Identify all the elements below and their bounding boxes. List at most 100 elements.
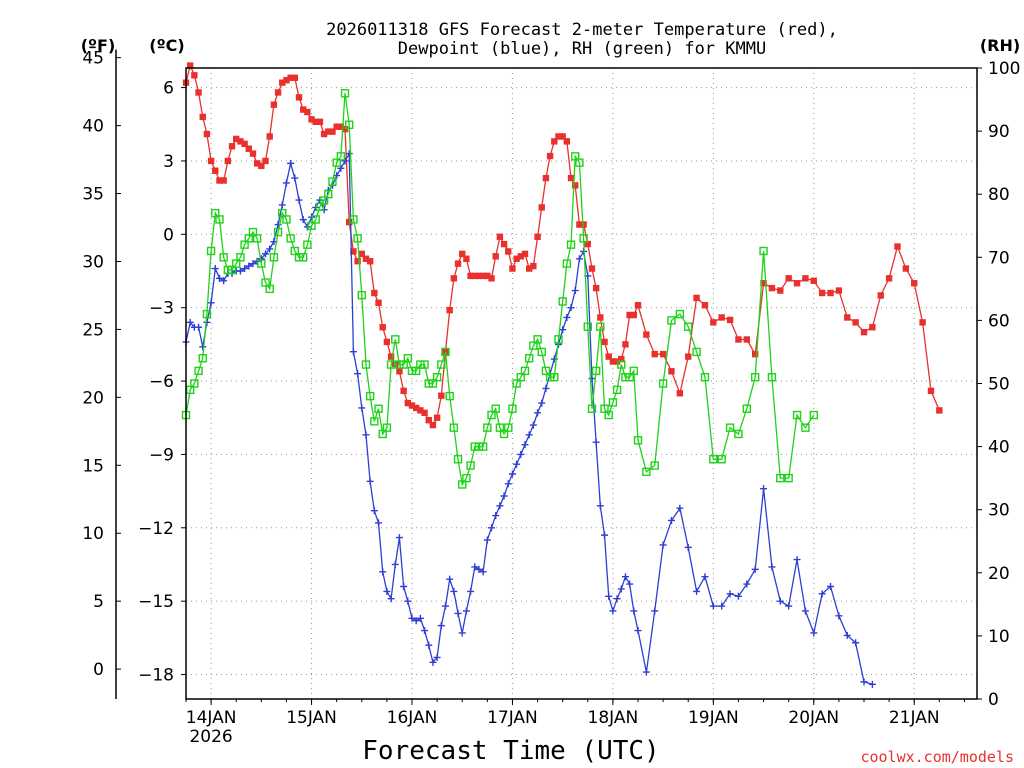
dewpoint-point [776, 597, 784, 605]
dewpoint-point [513, 460, 521, 468]
fahrenheit-tick-label: 30 [82, 252, 104, 272]
dewpoint-point [195, 323, 203, 331]
rh-point [784, 473, 793, 483]
dewpoint-point [827, 582, 835, 590]
temperature-point [224, 157, 232, 165]
temperature-point [484, 272, 491, 280]
dewpoint-point [521, 441, 529, 449]
dewpoint-point [425, 641, 433, 649]
temperature-point [894, 243, 901, 250]
temperature-point [676, 390, 684, 397]
temperature-point [375, 299, 382, 306]
temperature-point [467, 272, 474, 280]
dewpoint-point [567, 304, 575, 312]
rh-point [340, 89, 350, 98]
dewpoint-point [667, 516, 675, 524]
temperature-point [287, 74, 294, 81]
temperature-point [379, 324, 386, 331]
dewpoint-point [241, 265, 249, 273]
rh-point [629, 366, 639, 376]
temperature-point [609, 358, 617, 365]
dewpoint-point [868, 680, 876, 688]
fahrenheit-tick-label: 15 [82, 456, 104, 476]
temperature-point [454, 260, 462, 267]
dewpoint-point [262, 250, 270, 258]
rh-point [449, 423, 459, 432]
rh-tick-label: 70 [988, 248, 1010, 268]
rh-point [717, 455, 726, 464]
dewpoint-point [588, 375, 596, 383]
temperature-point [320, 130, 328, 138]
celsius-tick-label: −6 [149, 372, 174, 392]
dewpoint-point [404, 597, 412, 605]
x-tick-label: 20JAN [788, 708, 839, 728]
temperature-point [421, 409, 428, 417]
temperature-point [396, 368, 403, 375]
dewpoint-point [467, 587, 475, 595]
series-temperature [182, 62, 943, 429]
rh-point [336, 152, 346, 161]
fahrenheit-tick-label: 45 [82, 49, 104, 69]
rh-point [202, 309, 212, 319]
dewpoint-point [575, 255, 583, 263]
rh-point [365, 391, 375, 401]
temperature-point [316, 118, 324, 126]
rh-tick-label: 90 [988, 122, 1010, 142]
dewpoint-point [287, 159, 295, 167]
temperature-point [726, 316, 734, 324]
rh-unit-label: (RH) [980, 36, 1020, 55]
x-tick-label: 17JAN [487, 708, 538, 728]
rh-point [257, 259, 266, 268]
rh-point [382, 423, 392, 432]
temperature-point [542, 174, 550, 182]
temperature-point [902, 265, 910, 272]
temperature-point [643, 331, 650, 338]
rh-tick-label: 30 [988, 501, 1010, 521]
temperature-point [295, 94, 303, 101]
temperature-point [350, 248, 357, 255]
temperature-point [412, 404, 420, 412]
dewpoint-point [299, 216, 307, 224]
temperature-point [559, 133, 566, 140]
rh-point [206, 246, 216, 256]
dewpoint-point [475, 565, 483, 573]
temperature-point [701, 302, 709, 309]
dewpoint-point [659, 541, 667, 549]
rh-point [801, 423, 810, 432]
temperature-point [563, 138, 571, 145]
temperature-point [685, 353, 692, 360]
temperature-point [233, 135, 240, 143]
rh-point [453, 455, 463, 464]
temperature-point [329, 128, 336, 135]
temperature-point [429, 421, 437, 429]
x-tick-label: 15JAN [286, 708, 337, 728]
temperature-point [249, 150, 257, 157]
temperature-point [919, 319, 926, 326]
rh-point [524, 354, 534, 363]
dewpoint-point [818, 590, 826, 598]
temperature-point [283, 77, 290, 84]
dewpoint-point [199, 343, 207, 351]
fahrenheit-tick-label: 35 [82, 185, 104, 205]
dewpoint-point [412, 617, 420, 625]
temperature-point [505, 248, 512, 255]
dewpoint-point [282, 179, 290, 187]
temperature-point [517, 253, 525, 260]
rh-tick-label: 10 [988, 627, 1010, 647]
temperature-point [245, 145, 252, 152]
grid [186, 68, 977, 699]
rh-point [420, 360, 429, 369]
temperature-point [911, 280, 918, 287]
dewpoint-point [529, 421, 537, 429]
dewpoint-point [596, 502, 604, 510]
temperature-point [488, 275, 495, 282]
temperature-point [509, 265, 516, 272]
temperature-point [659, 350, 667, 358]
dewpoint-point [613, 595, 621, 603]
rh-tick-label: 60 [988, 311, 1010, 331]
rh-point [345, 120, 354, 129]
dewpoint-point [592, 438, 600, 446]
temperature-point [693, 294, 700, 302]
temperature-point [199, 113, 206, 121]
